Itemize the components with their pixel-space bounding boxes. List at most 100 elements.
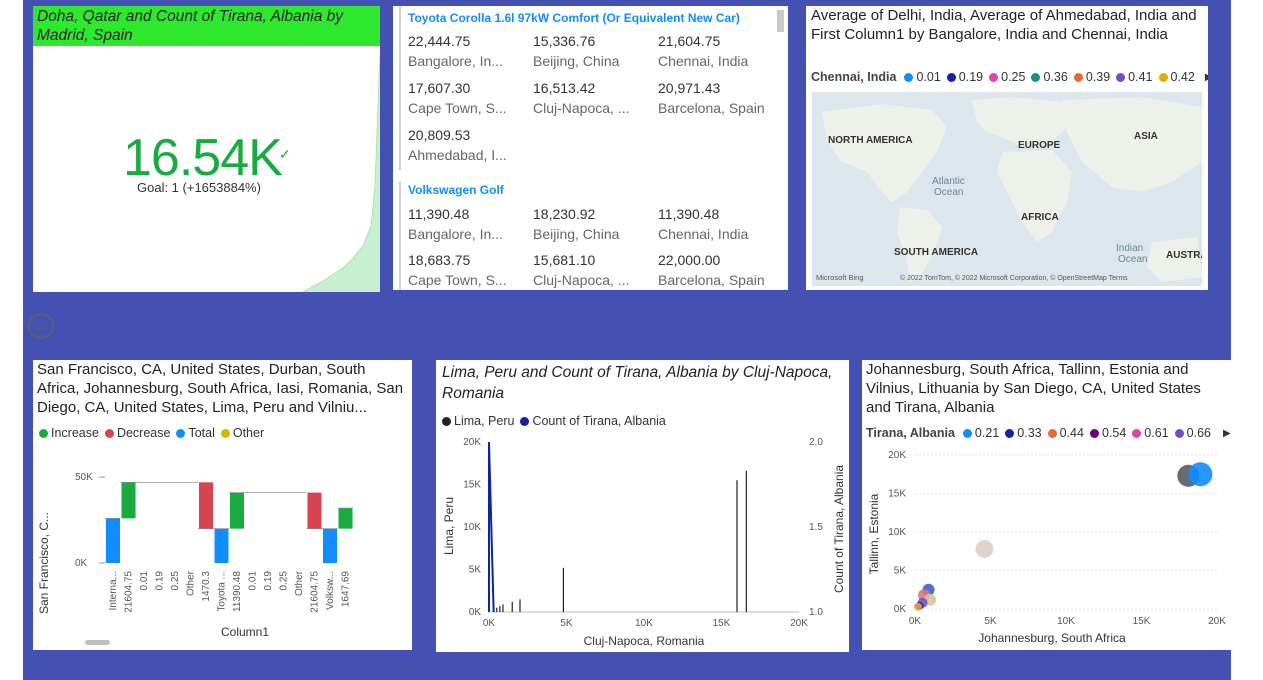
matrix-cell: 22,000.00 Barcelona, Spain bbox=[658, 252, 765, 288]
waterfall-title: San Francisco, CA, United States, Durban… bbox=[37, 361, 404, 416]
waterfall-x-tick: Other bbox=[294, 570, 305, 596]
waterfall-x-tick: 0.01 bbox=[139, 571, 150, 591]
waterfall-scrollbar[interactable] bbox=[85, 640, 110, 645]
kpi-header bbox=[33, 6, 380, 46]
waterfall-bar bbox=[230, 492, 244, 529]
waterfall-x-tick: 1470.3 bbox=[201, 571, 212, 602]
svg-text:Ocean: Ocean bbox=[1118, 254, 1147, 265]
waterfall-x-tick: 21604.75 bbox=[123, 571, 134, 613]
line-y-tick: 10K bbox=[463, 522, 481, 533]
kpi-card[interactable]: Doha, Qatar and Count of Tirana, Albania… bbox=[33, 6, 380, 292]
line-y2-label: Count of Tirana, Albania bbox=[832, 465, 846, 593]
matrix-group-volkswagen[interactable]: Volkswagen Golf bbox=[408, 183, 504, 197]
waterfall-card[interactable]: San Francisco, CA, United States, Durban… bbox=[33, 360, 412, 650]
legend-next-icon[interactable]: ▶ bbox=[1222, 427, 1231, 439]
waterfall-x-tick: 11390.48 bbox=[232, 571, 243, 612]
scatter-title: Johannesburg, South Africa, Tallinn, Est… bbox=[866, 361, 1201, 416]
matrix-cell: 18,683.75 Cape Town, S... bbox=[408, 252, 507, 288]
line-y-tick: 5K bbox=[469, 565, 482, 576]
svg-text:Ocean: Ocean bbox=[934, 187, 963, 198]
waterfall-x-tick: 0.19 bbox=[154, 571, 165, 591]
svg-text:NORTH AMERICA: NORTH AMERICA bbox=[828, 135, 913, 146]
line-series-count bbox=[488, 441, 495, 613]
svg-text:ASIA: ASIA bbox=[1134, 131, 1158, 142]
line-chart-title: Lima, Peru and Count of Tirana, Albania … bbox=[442, 364, 833, 402]
svg-text:SOUTH AMERICA: SOUTH AMERICA bbox=[894, 247, 978, 258]
matrix-cell: 17,607.30 Cape Town, S... bbox=[408, 80, 507, 116]
waterfall-x-tick: 1647.69 bbox=[340, 571, 351, 608]
matrix-cell: 15,681.10 Cluj-Napoca, ... bbox=[533, 252, 630, 288]
waterfall-bar bbox=[307, 492, 322, 529]
svg-text:AUSTRA: AUSTRA bbox=[1166, 250, 1202, 261]
waterfall-bar bbox=[214, 528, 229, 563]
scatter-x-tick: 20K bbox=[1208, 616, 1226, 627]
waterfall-y-tick: 50K bbox=[75, 472, 93, 483]
map-legend: Chennai, India 0.01 0.19 0.25 0.36 0.39 … bbox=[811, 70, 1208, 84]
line-x-tick: 5K bbox=[560, 618, 573, 629]
world-map[interactable]: NORTH AMERICA EUROPE ASIA Atlantic Ocean… bbox=[812, 92, 1202, 286]
line-chart-card[interactable]: Lima, Peru and Count of Tirana, Albania … bbox=[436, 360, 849, 652]
scatter-y-label: Tallinn, Estonia bbox=[867, 493, 881, 574]
scatter-card[interactable]: Johannesburg, South Africa, Tallinn, Est… bbox=[862, 360, 1231, 650]
line-chart[interactable]: Lima, Peru Count of Tirana, Albania Cluj… bbox=[436, 432, 849, 652]
line-y2-tick: 1.0 bbox=[809, 607, 823, 618]
matrix-cell: 16,513.42 Cluj-Napoca, ... bbox=[533, 80, 630, 116]
scatter-x-tick: 10K bbox=[1057, 616, 1075, 627]
waterfall-bar bbox=[323, 528, 337, 563]
scatter-y-tick: 15K bbox=[888, 489, 906, 500]
matrix-group-toyota[interactable]: Toyota Corolla 1.6l 97kW Comfort (Or Equ… bbox=[408, 11, 740, 25]
kpi-trend-area bbox=[302, 55, 380, 292]
line-x-tick: 15K bbox=[713, 618, 731, 629]
svg-text:© 2022 TomTom, © 2022 Microsof: © 2022 TomTom, © 2022 Microsoft Corporat… bbox=[900, 274, 1128, 282]
waterfall-x-tick: 0.01 bbox=[247, 571, 258, 591]
waterfall-x-tick: Volksw... bbox=[325, 571, 336, 610]
waterfall-x-tick: 21604.75 bbox=[309, 571, 320, 613]
waterfall-x-tick: Other bbox=[185, 570, 196, 596]
back-arrow-icon[interactable]: ← bbox=[28, 313, 54, 339]
waterfall-x-tick: Toyota ... bbox=[216, 571, 227, 612]
waterfall-bar bbox=[106, 518, 120, 563]
kpi-value: 16.54K bbox=[123, 129, 283, 187]
svg-text:Atlantic: Atlantic bbox=[932, 176, 965, 187]
matrix-card[interactable]: Toyota Corolla 1.6l 97kW Comfort (Or Equ… bbox=[393, 6, 788, 290]
scatter-x-label: Johannesburg, South Africa bbox=[978, 631, 1126, 645]
waterfall-y-tick: 0K bbox=[75, 558, 88, 569]
scatter-legend: Tirana, Albania 0.21 0.33 0.44 0.54 0.61… bbox=[866, 426, 1231, 440]
matrix-cell: 15,336.76 Beijing, China bbox=[533, 33, 620, 69]
line-y2-tick: 1.5 bbox=[809, 522, 823, 533]
scatter-point bbox=[975, 539, 994, 558]
line-x-label: Cluj-Napoca, Romania bbox=[584, 634, 705, 648]
svg-text:EUROPE: EUROPE bbox=[1018, 140, 1061, 151]
svg-text:Microsoft Bing: Microsoft Bing bbox=[816, 273, 864, 282]
kpi-title: Doha, Qatar and Count of Tirana, Albania… bbox=[37, 8, 344, 44]
scatter-y-tick: 5K bbox=[894, 566, 907, 577]
map-card[interactable]: Average of Delhi, India, Average of Ahme… bbox=[806, 6, 1208, 290]
legend-next-icon[interactable]: ▶ bbox=[1205, 72, 1208, 83]
map-title: Average of Delhi, India, Average of Ahme… bbox=[811, 7, 1197, 43]
scatter-chart[interactable]: Tallinn, Estonia Johannesburg, South Afr… bbox=[862, 446, 1231, 650]
line-y2-tick: 2.0 bbox=[809, 437, 823, 448]
waterfall-x-tick: Interna... bbox=[108, 571, 119, 610]
waterfall-x-tick: 0.25 bbox=[278, 571, 289, 591]
matrix-cell: 18,230.92 Beijing, China bbox=[533, 206, 620, 242]
scatter-y-tick: 0K bbox=[894, 604, 907, 615]
waterfall-chart[interactable]: San Francisco, C... Column1 0K 50K Interna… bbox=[33, 448, 412, 650]
scatter-y-tick: 10K bbox=[888, 527, 906, 538]
matrix-cell: 20,809.53 Ahmedabad, I... bbox=[408, 127, 507, 163]
kpi-goal: Goal: 1 (+1653884%) bbox=[137, 180, 261, 195]
line-x-tick: 0K bbox=[483, 618, 496, 629]
scatter-point bbox=[914, 602, 923, 611]
matrix-cell: 21,604.75 Chennai, India bbox=[658, 33, 749, 69]
matrix-cell: 22,444.75 Bangalore, In... bbox=[408, 33, 503, 69]
line-x-tick: 20K bbox=[790, 618, 808, 629]
line-y-label: Lima, Peru bbox=[442, 497, 456, 555]
matrix-cell: 20,971.43 Barcelona, Spain bbox=[658, 80, 765, 116]
waterfall-x-tick: 0.19 bbox=[263, 571, 274, 591]
line-chart-legend: Lima, Peru Count of Tirana, Albania bbox=[436, 414, 666, 428]
matrix-scrollbar[interactable] bbox=[777, 10, 784, 32]
check-icon: ✓ bbox=[279, 146, 291, 162]
svg-text:AFRICA: AFRICA bbox=[1021, 212, 1059, 223]
waterfall-bar bbox=[199, 482, 213, 529]
waterfall-x-tick: 0.25 bbox=[170, 571, 181, 591]
waterfall-y-label: San Francisco, C... bbox=[37, 512, 51, 614]
